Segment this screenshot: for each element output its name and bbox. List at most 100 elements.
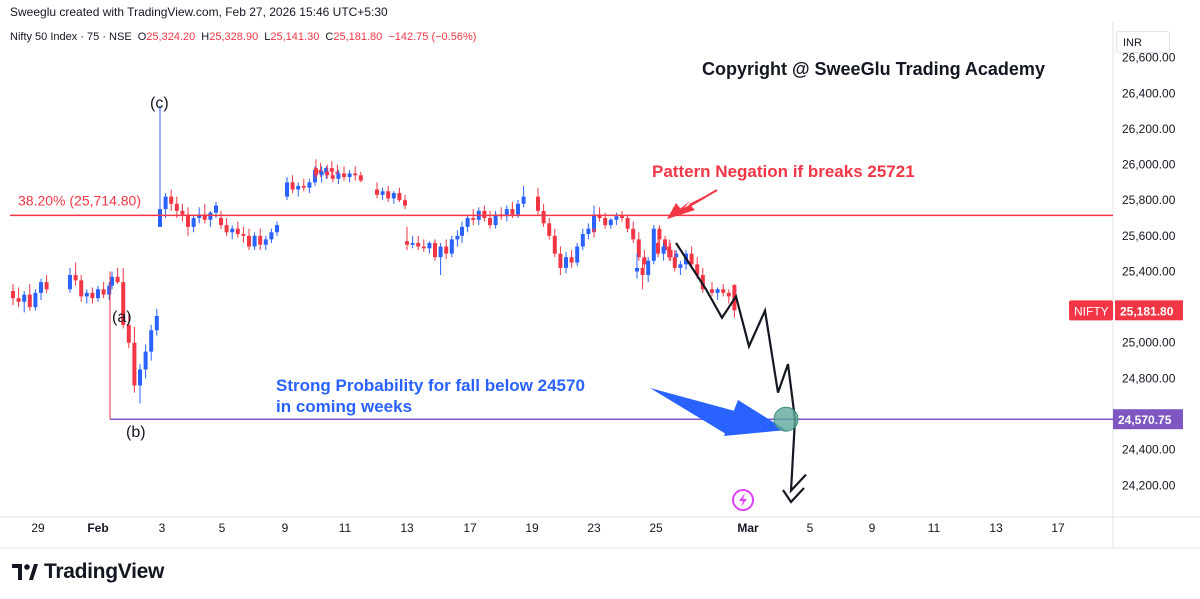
candle <box>230 228 235 233</box>
candle <box>397 193 402 201</box>
candle <box>547 223 552 236</box>
symbol-name[interactable]: Nifty 50 Index · 75 · NSE <box>10 31 132 43</box>
wave-label: (a) <box>112 309 132 326</box>
candle <box>314 168 318 176</box>
candle <box>296 185 301 190</box>
candle <box>427 242 432 249</box>
candle <box>661 246 666 254</box>
candle <box>96 289 100 299</box>
symbol-tag-label: NIFTY <box>1074 304 1109 318</box>
price-tick-label: 24,800.00 <box>1122 371 1176 385</box>
candle <box>455 235 460 240</box>
time-tick-label: 17 <box>463 521 477 535</box>
lightning-icon <box>739 493 747 507</box>
candle <box>22 294 27 302</box>
candle <box>482 210 487 218</box>
candle <box>27 294 32 308</box>
candle <box>324 168 329 174</box>
candle <box>700 275 705 290</box>
candle <box>657 228 662 240</box>
candle <box>330 175 335 179</box>
candle <box>416 242 421 247</box>
tradingview-logo[interactable]: TradingView <box>12 560 164 584</box>
support-price-label: 24,570.75 <box>1118 413 1172 427</box>
candle <box>375 189 379 195</box>
candle <box>608 219 613 226</box>
last-price-tag <box>1115 300 1183 321</box>
candle <box>438 246 443 258</box>
change-value: −142.75 (−0.56%) <box>388 31 477 43</box>
candle <box>154 316 159 331</box>
candle <box>252 235 257 247</box>
candle <box>564 257 568 268</box>
probability-annotation-line1: Strong Probability for fall below 24570 <box>276 376 585 395</box>
candle <box>689 253 694 265</box>
price-tick-label: 25,400.00 <box>1122 264 1176 278</box>
candle <box>180 210 185 215</box>
candle <box>674 253 679 258</box>
candle <box>163 196 168 210</box>
candle <box>174 203 179 211</box>
candle <box>191 218 196 227</box>
candle <box>301 185 306 188</box>
price-tick-label: 24,400.00 <box>1122 443 1176 457</box>
candle <box>143 351 148 370</box>
candle <box>635 267 639 272</box>
price-tick-label: 25,600.00 <box>1122 229 1176 243</box>
candle <box>504 209 509 217</box>
symbol-tag <box>1069 300 1113 321</box>
currency-selector[interactable]: INR <box>1116 31 1170 53</box>
candle <box>493 214 498 226</box>
candle <box>84 292 89 297</box>
candle <box>433 242 437 258</box>
candle <box>625 218 630 229</box>
time-tick-label: 29 <box>31 521 45 535</box>
candle <box>347 173 352 178</box>
candle <box>410 242 415 245</box>
candle <box>614 216 619 220</box>
candle <box>107 285 112 295</box>
time-tick-label: 13 <box>989 521 1003 535</box>
candle <box>386 191 391 199</box>
candle <box>101 289 106 295</box>
negation-arrow-head <box>667 203 684 219</box>
candle <box>219 218 223 226</box>
projection-path <box>675 242 807 494</box>
copyright-annotation: Copyright @ SweeGlu Trading Academy <box>702 59 1045 79</box>
time-tick-label: 9 <box>282 521 289 535</box>
candle <box>263 239 268 245</box>
high-value: H25,328.90 <box>201 31 259 43</box>
candle <box>33 292 38 308</box>
candle <box>197 214 202 218</box>
candle <box>79 280 84 297</box>
candle <box>726 292 731 297</box>
negation-annotation: Pattern Negation if breaks 25721 <box>652 162 915 181</box>
candle <box>258 235 263 245</box>
candle <box>620 216 624 218</box>
probability-arrow-head <box>724 400 786 436</box>
candle <box>16 298 21 302</box>
candle <box>90 292 95 299</box>
candle <box>325 171 330 176</box>
candle <box>208 212 213 220</box>
candle <box>353 173 358 176</box>
close-value: C25,181.80 <box>325 31 383 43</box>
candle <box>342 173 346 178</box>
candle <box>403 200 407 206</box>
candle <box>592 214 596 229</box>
candle <box>202 214 207 220</box>
candle <box>149 330 154 352</box>
candle <box>536 196 540 211</box>
time-tick-label: 11 <box>339 521 352 535</box>
candle <box>695 264 700 276</box>
price-tick-label: 25,000.00 <box>1122 336 1176 350</box>
candle <box>115 276 120 283</box>
time-tick-label: 5 <box>807 521 814 535</box>
time-tick-label: 25 <box>649 521 663 535</box>
price-tick-label: 24,200.00 <box>1122 478 1176 492</box>
open-value: O25,324.20 <box>137 31 196 43</box>
fib-level-label: 38.20% (25,714.80) <box>18 192 141 208</box>
candle <box>313 169 317 183</box>
symbol-bar: Nifty 50 Index · 75 · NSE O25,324.20 H25… <box>10 31 476 43</box>
